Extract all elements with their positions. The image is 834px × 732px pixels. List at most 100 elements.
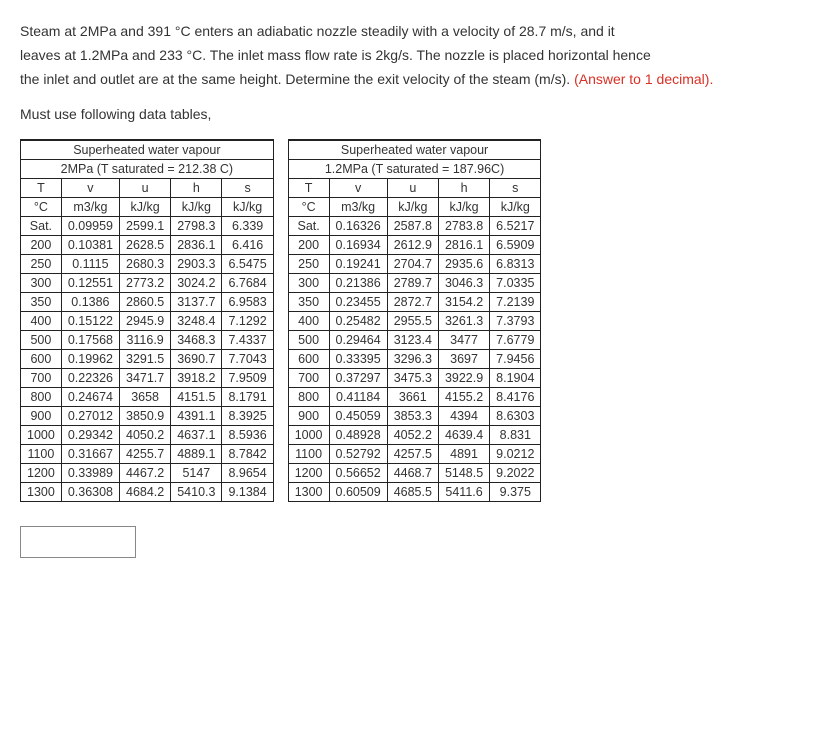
table-cell: 2599.1 bbox=[120, 217, 171, 236]
table-cell: 0.48928 bbox=[329, 426, 387, 445]
table-row: 12000.339894467.251478.9654 bbox=[21, 464, 274, 483]
table-cell: 6.339 bbox=[222, 217, 273, 236]
table-cell: 2680.3 bbox=[120, 255, 171, 274]
table-cell: 8.7842 bbox=[222, 445, 273, 464]
table-row: 3500.13862860.53137.76.9583 bbox=[21, 293, 274, 312]
table-1-2mpa-header: u bbox=[387, 179, 438, 198]
table-cell: 7.1292 bbox=[222, 312, 273, 331]
table-row: 2000.169342612.92816.16.5909 bbox=[288, 236, 541, 255]
table-cell: Sat. bbox=[21, 217, 62, 236]
table-row: Sat.0.163262587.82783.86.5217 bbox=[288, 217, 541, 236]
table-row: 2000.103812628.52836.16.416 bbox=[21, 236, 274, 255]
table-1-2mpa-header: T bbox=[288, 179, 329, 198]
table-cell: 4468.7 bbox=[387, 464, 438, 483]
table-cell: 4151.5 bbox=[171, 388, 222, 407]
table-cell: 2612.9 bbox=[387, 236, 438, 255]
table-cell: 6.8313 bbox=[490, 255, 541, 274]
table-cell: 4052.2 bbox=[387, 426, 438, 445]
table-cell: 0.1115 bbox=[61, 255, 119, 274]
table-row: 12000.566524468.75148.59.2022 bbox=[288, 464, 541, 483]
table-row: 4000.254822955.53261.37.3793 bbox=[288, 312, 541, 331]
table-cell: 0.09959 bbox=[61, 217, 119, 236]
table-cell: 200 bbox=[288, 236, 329, 255]
table-cell: 3918.2 bbox=[171, 369, 222, 388]
table-cell: 500 bbox=[21, 331, 62, 350]
table-2mpa-header: T bbox=[21, 179, 62, 198]
table-cell: 0.33395 bbox=[329, 350, 387, 369]
table-cell: 4257.5 bbox=[387, 445, 438, 464]
table-1-2mpa: Superheated water vapour1.2MPa (T satura… bbox=[288, 139, 542, 502]
table-1-2mpa-header: s bbox=[490, 179, 541, 198]
table-1-2mpa-header: kJ/kg bbox=[387, 198, 438, 217]
table-2mpa-header: °C bbox=[21, 198, 62, 217]
table-cell: 0.24674 bbox=[61, 388, 119, 407]
table-2mpa-header: h bbox=[171, 179, 222, 198]
table-cell: 0.27012 bbox=[61, 407, 119, 426]
table-cell: 5147 bbox=[171, 464, 222, 483]
table-cell: 0.21386 bbox=[329, 274, 387, 293]
table-cell: 6.5217 bbox=[490, 217, 541, 236]
table-cell: 2860.5 bbox=[120, 293, 171, 312]
problem-line: leaves at 1.2MPa and 233 °C. The inlet m… bbox=[20, 47, 651, 63]
table-row: 10000.489284052.24639.48.831 bbox=[288, 426, 541, 445]
table-cell: 0.15122 bbox=[61, 312, 119, 331]
table-cell: 3853.3 bbox=[387, 407, 438, 426]
table-row: 13000.363084684.25410.39.1384 bbox=[21, 483, 274, 502]
table-cell: 4255.7 bbox=[120, 445, 171, 464]
table-cell: 4685.5 bbox=[387, 483, 438, 502]
table-cell: 350 bbox=[288, 293, 329, 312]
table-cell: 2783.8 bbox=[438, 217, 489, 236]
table-cell: 4391.1 bbox=[171, 407, 222, 426]
answer-input[interactable] bbox=[20, 526, 136, 558]
table-cell: 3291.5 bbox=[120, 350, 171, 369]
table-cell: 0.33989 bbox=[61, 464, 119, 483]
table-cell: 0.19962 bbox=[61, 350, 119, 369]
table-row: 11000.527924257.548919.0212 bbox=[288, 445, 541, 464]
table-cell: 500 bbox=[288, 331, 329, 350]
table-cell: 200 bbox=[21, 236, 62, 255]
table-cell: 0.17568 bbox=[61, 331, 119, 350]
table-cell: 3477 bbox=[438, 331, 489, 350]
table-row: 10000.293424050.24637.18.5936 bbox=[21, 426, 274, 445]
table-cell: 3468.3 bbox=[171, 331, 222, 350]
table-cell: 4637.1 bbox=[171, 426, 222, 445]
problem-line: the inlet and outlet are at the same hei… bbox=[20, 71, 570, 87]
table-cell: 0.36308 bbox=[61, 483, 119, 502]
table-2mpa-header: kJ/kg bbox=[171, 198, 222, 217]
table-cell: 9.2022 bbox=[490, 464, 541, 483]
table-cell: 4155.2 bbox=[438, 388, 489, 407]
table-cell: 0.45059 bbox=[329, 407, 387, 426]
table-cell: 300 bbox=[21, 274, 62, 293]
table-cell: 300 bbox=[288, 274, 329, 293]
table-cell: 9.375 bbox=[490, 483, 541, 502]
table-row: 9000.450593853.343948.6303 bbox=[288, 407, 541, 426]
table-cell: 2935.6 bbox=[438, 255, 489, 274]
tables-container: Superheated water vapour2MPa (T saturate… bbox=[20, 139, 814, 502]
table-cell: 0.22326 bbox=[61, 369, 119, 388]
table-cell: 8.5936 bbox=[222, 426, 273, 445]
table-cell: 0.12551 bbox=[61, 274, 119, 293]
table-cell: 350 bbox=[21, 293, 62, 312]
table-cell: 3261.3 bbox=[438, 312, 489, 331]
table-cell: 9.1384 bbox=[222, 483, 273, 502]
table-cell: 600 bbox=[21, 350, 62, 369]
table-cell: 3296.3 bbox=[387, 350, 438, 369]
table-cell: 900 bbox=[288, 407, 329, 426]
table-cell: 7.9456 bbox=[490, 350, 541, 369]
table-row: 6000.199623291.53690.77.7043 bbox=[21, 350, 274, 369]
table-cell: 2955.5 bbox=[387, 312, 438, 331]
table-cell: 0.52792 bbox=[329, 445, 387, 464]
table-1-2mpa-header: v bbox=[329, 179, 387, 198]
table-2mpa: Superheated water vapour2MPa (T saturate… bbox=[20, 139, 274, 502]
table-cell: 0.23455 bbox=[329, 293, 387, 312]
table-cell: 1000 bbox=[21, 426, 62, 445]
table-cell: 6.9583 bbox=[222, 293, 273, 312]
table-cell: 5411.6 bbox=[438, 483, 489, 502]
table-row: Sat.0.099592599.12798.36.339 bbox=[21, 217, 274, 236]
table-cell: 1200 bbox=[288, 464, 329, 483]
table-2mpa-header: kJ/kg bbox=[222, 198, 273, 217]
table-cell: 7.4337 bbox=[222, 331, 273, 350]
table-cell: 4050.2 bbox=[120, 426, 171, 445]
table-cell: 2773.2 bbox=[120, 274, 171, 293]
answer-hint: (Answer to 1 decimal). bbox=[574, 71, 713, 87]
